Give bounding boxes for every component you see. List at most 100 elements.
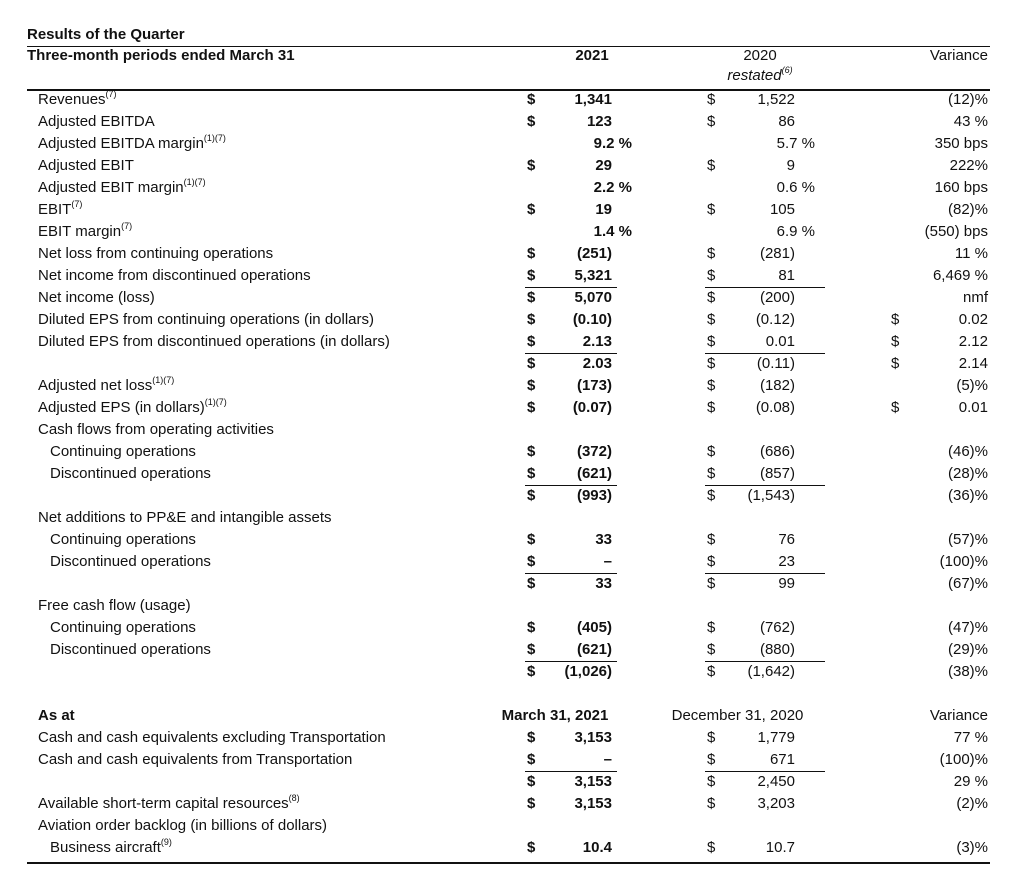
label-text: Adjusted EPS (in dollars) bbox=[38, 399, 205, 416]
currency: $ bbox=[527, 157, 536, 174]
currency: $ bbox=[707, 333, 716, 350]
row-label: Adjusted EBIT bbox=[38, 157, 134, 175]
currency: $ bbox=[527, 729, 536, 746]
currency: $ bbox=[707, 113, 716, 130]
variance: 350 bps bbox=[934, 135, 988, 152]
currency: $ bbox=[527, 751, 536, 768]
row-label: Discontinued operations bbox=[50, 465, 211, 483]
value-current: 2.2 % bbox=[593, 179, 632, 196]
footnote: (6) bbox=[781, 65, 793, 75]
value-current: (1,026) bbox=[564, 663, 612, 680]
variance: (46)% bbox=[947, 443, 988, 460]
label-text: Available short-term capital resources bbox=[38, 795, 289, 812]
label-text: Adjusted net loss bbox=[38, 377, 153, 394]
row-label: Adjusted EBITDA bbox=[38, 113, 155, 131]
variance: (47)% bbox=[947, 619, 988, 636]
subtotal-rule bbox=[705, 573, 825, 574]
currency: $ bbox=[707, 751, 716, 768]
row-label: Adjusted EBIT margin(1)(7) bbox=[38, 177, 206, 197]
currency: $ bbox=[527, 113, 536, 130]
currency: $ bbox=[527, 619, 536, 636]
currency: $ bbox=[707, 487, 716, 504]
currency: $ bbox=[527, 641, 536, 658]
value-current: (621) bbox=[576, 641, 612, 658]
variance: 0.02 bbox=[958, 311, 988, 328]
value-prior: 23 bbox=[778, 553, 795, 570]
variance: (5)% bbox=[956, 377, 988, 394]
label-text: Discontinued operations bbox=[50, 641, 211, 658]
value-prior: 76 bbox=[778, 531, 795, 548]
subtotal-rule bbox=[525, 771, 617, 772]
currency: $ bbox=[527, 443, 536, 460]
currency: $ bbox=[527, 377, 536, 394]
label-text: Diluted EPS from discontinued operations… bbox=[38, 333, 390, 350]
value-prior: (1,642) bbox=[747, 663, 795, 680]
variance: 29 % bbox=[953, 773, 988, 790]
value-current: (173) bbox=[576, 377, 612, 394]
row-label: Cash and cash equivalents excluding Tran… bbox=[38, 729, 386, 747]
variance: 11 % bbox=[954, 245, 988, 262]
currency: $ bbox=[707, 311, 716, 328]
variance: (550) bps bbox=[924, 223, 988, 240]
value-prior: 5.7 % bbox=[776, 135, 815, 152]
row-label: Available short-term capital resources(8… bbox=[38, 794, 300, 813]
currency: $ bbox=[707, 267, 716, 284]
value-current: (405) bbox=[576, 619, 612, 636]
title: Results of the Quarter bbox=[27, 26, 185, 43]
section-heading: As at bbox=[38, 707, 75, 724]
row-label: Net loss from continuing operations bbox=[38, 245, 273, 263]
row-label: EBIT margin(7) bbox=[38, 222, 132, 241]
value-current: 1.4 % bbox=[593, 223, 632, 240]
row-label: Net income from discontinued operations bbox=[38, 267, 311, 285]
footnote: (1)(7) bbox=[203, 133, 226, 143]
value-current: 5,321 bbox=[574, 267, 612, 284]
variance: (36)% bbox=[947, 487, 988, 504]
value-current: 3,153 bbox=[574, 773, 612, 790]
value-prior: (857) bbox=[759, 465, 795, 482]
label-text: Net income (loss) bbox=[38, 289, 155, 306]
value-current: (372) bbox=[576, 443, 612, 460]
currency: $ bbox=[527, 553, 536, 570]
row-label: Discontinued operations bbox=[50, 641, 211, 659]
currency: $ bbox=[707, 619, 716, 636]
value-current: (251) bbox=[576, 245, 612, 262]
row-label: Net income (loss) bbox=[38, 289, 155, 307]
period-heading: Three-month periods ended March 31 bbox=[27, 47, 295, 64]
label-text: Continuing operations bbox=[50, 619, 196, 636]
row-label: Discontinued operations bbox=[50, 553, 211, 571]
footnote: (1)(7) bbox=[152, 375, 175, 385]
currency: $ bbox=[707, 531, 716, 548]
row-label: Adjusted EBITDA margin(1)(7) bbox=[38, 133, 226, 153]
row-label: EBIT(7) bbox=[38, 199, 83, 219]
variance: (100)% bbox=[939, 553, 988, 570]
subtotal-rule bbox=[525, 573, 617, 574]
row-label: Revenues(7) bbox=[38, 90, 117, 109]
variance: 6,469 % bbox=[932, 267, 988, 284]
footnote: (1)(7) bbox=[183, 177, 206, 187]
value-current: 3,153 bbox=[574, 795, 612, 812]
label-text: Free cash flow (usage) bbox=[38, 597, 191, 614]
footnote: (7) bbox=[71, 199, 83, 209]
currency: $ bbox=[891, 333, 900, 350]
variance: (38)% bbox=[947, 663, 988, 680]
value-prior: (182) bbox=[759, 377, 795, 394]
value-prior: 3,203 bbox=[757, 795, 795, 812]
value-current: (0.10) bbox=[572, 311, 612, 328]
variance: (29)% bbox=[947, 641, 988, 658]
restated: restated bbox=[727, 67, 782, 84]
restated-label: restated(6) bbox=[700, 65, 820, 85]
column-heading: December 31, 2020 bbox=[671, 707, 804, 724]
variance: (100)% bbox=[939, 751, 988, 768]
row-label: Aviation order backlog (in billions of d… bbox=[38, 817, 327, 835]
value-current: 9.2 % bbox=[593, 135, 632, 152]
currency: $ bbox=[891, 399, 900, 416]
value-prior: 99 bbox=[778, 575, 795, 592]
variance: 2.12 bbox=[958, 333, 988, 350]
variance: (28)% bbox=[947, 465, 988, 482]
currency: $ bbox=[707, 355, 716, 372]
subtotal-rule bbox=[525, 485, 617, 486]
currency: $ bbox=[527, 531, 536, 548]
value-prior: 671 bbox=[769, 751, 795, 768]
label-text: Business aircraft bbox=[50, 839, 161, 856]
currency: $ bbox=[527, 267, 536, 284]
